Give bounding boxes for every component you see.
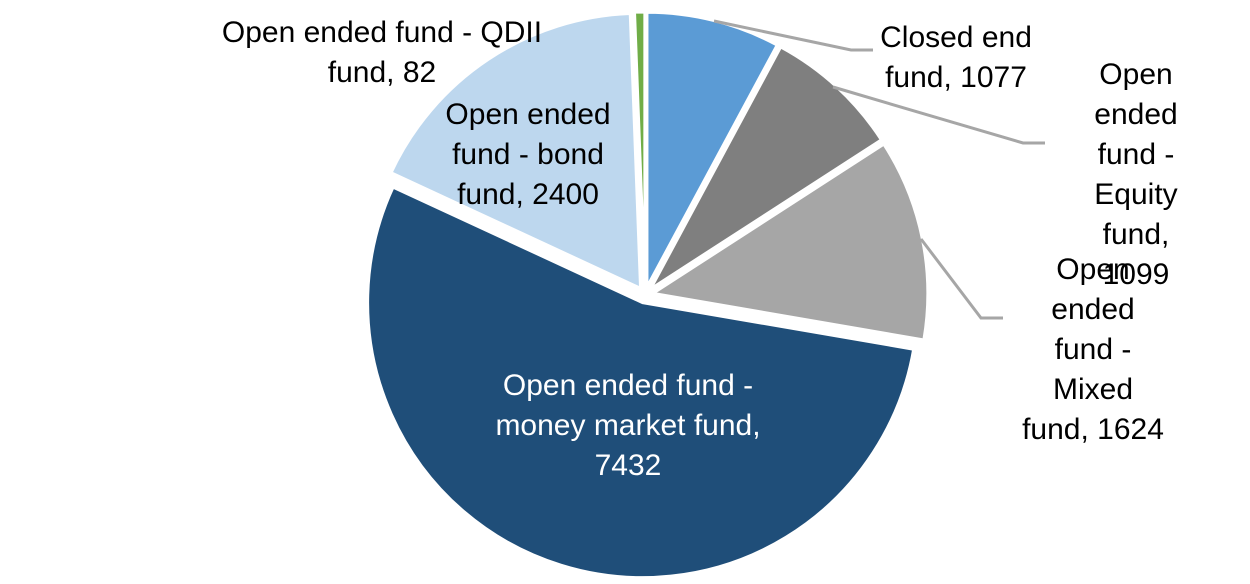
leader-line-open-ended-fund-equity-fund — [832, 85, 1045, 145]
pie-slice-open-ended-fund-qdii-fund — [633, 10, 647, 289]
pie-slice-open-ended-fund-bond-fund — [389, 12, 643, 290]
leader-line-open-ended-fund-mixed-fund — [919, 238, 1003, 320]
leader-line-closed-end-fund — [713, 19, 873, 52]
pie-slice-open-ended-fund-money-market-fund — [366, 185, 916, 580]
